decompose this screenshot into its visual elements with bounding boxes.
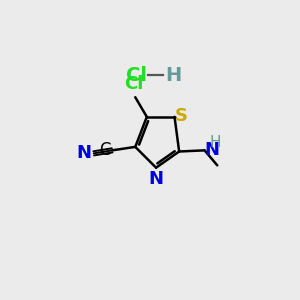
Text: N: N — [205, 141, 220, 159]
Text: C: C — [99, 141, 110, 159]
Text: N: N — [148, 169, 164, 188]
Text: Cl: Cl — [126, 66, 147, 85]
Text: S: S — [175, 107, 188, 125]
Text: H: H — [209, 136, 221, 151]
Text: Cl: Cl — [124, 75, 144, 93]
Text: H: H — [165, 66, 181, 85]
Text: N: N — [77, 144, 92, 162]
